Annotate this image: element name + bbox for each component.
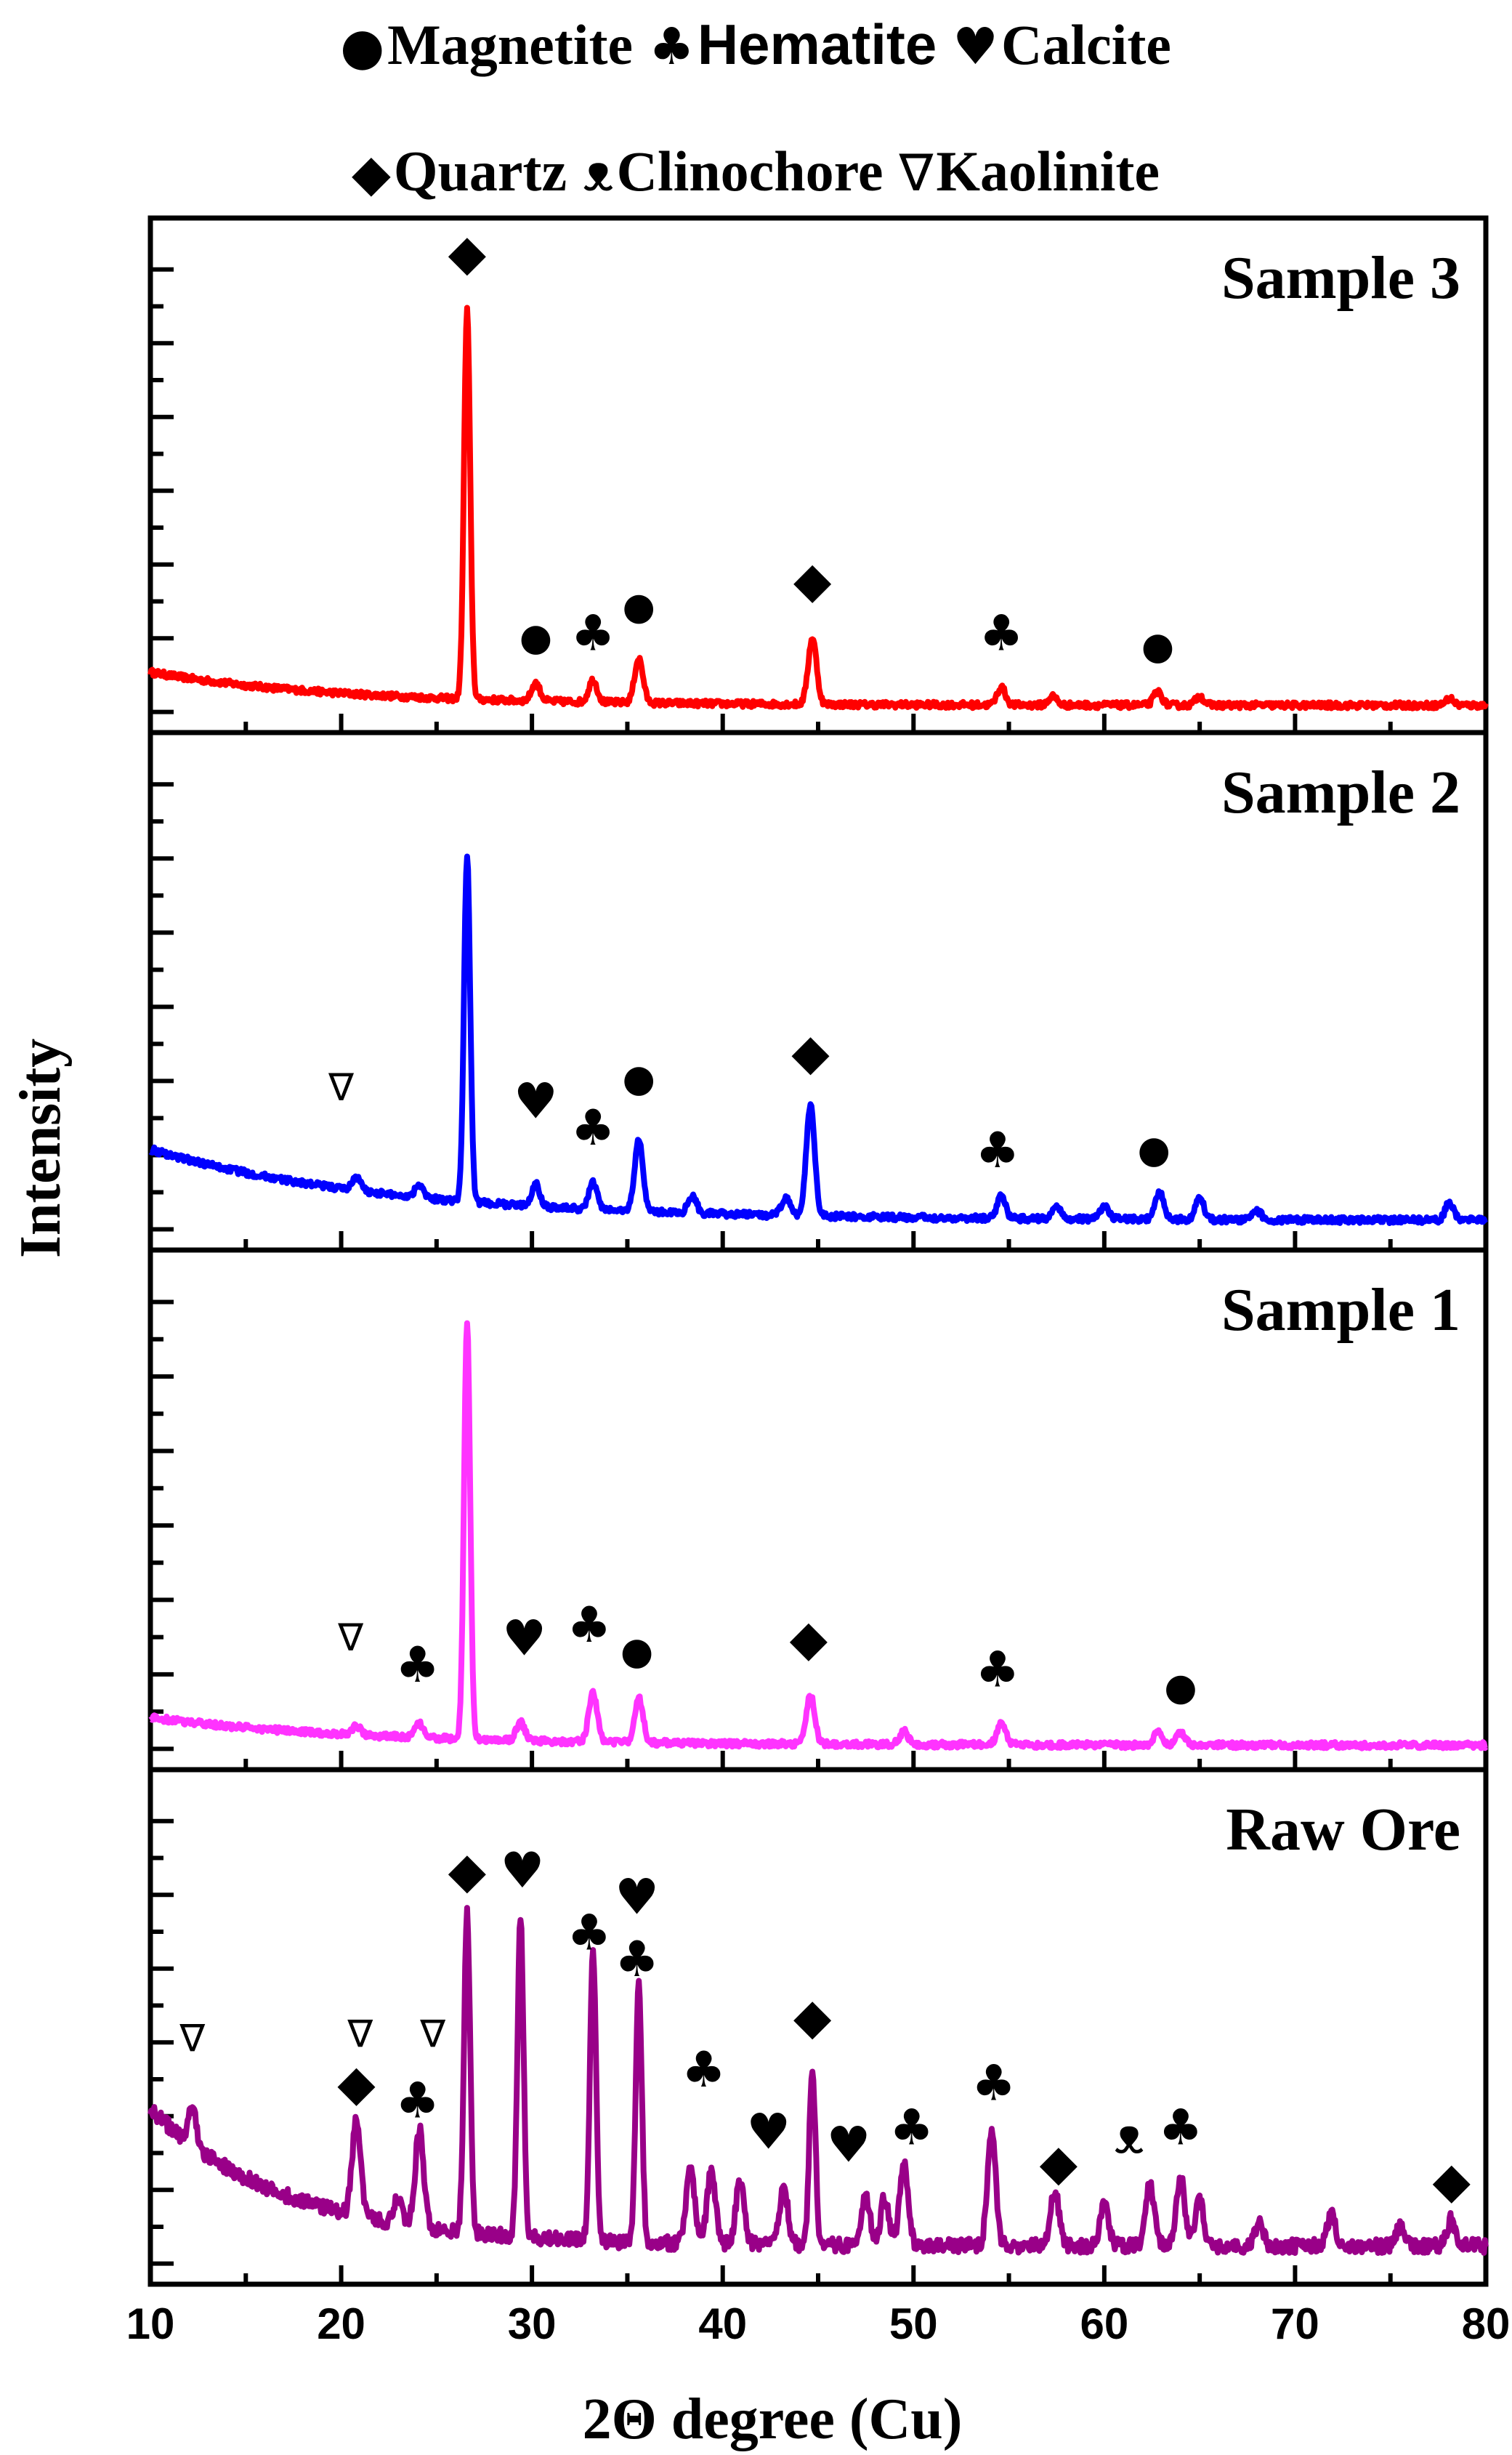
peak-marker: ∇ <box>419 2012 445 2056</box>
peak-marker: ♣ <box>571 1100 615 1157</box>
peak-marker: ∇ <box>347 2012 373 2056</box>
x-tick-label: 70 <box>1271 2299 1319 2348</box>
peak-marker: ∇ <box>337 1616 363 1660</box>
peak-marker: ● <box>620 1630 653 1674</box>
xrd-pattern-line <box>148 1320 1489 1751</box>
x-axis-label: 2Θ degree (Cu) <box>583 2387 963 2451</box>
peak-marker: ♣ <box>571 605 615 662</box>
peak-marker: ♥ <box>514 1073 558 1130</box>
legend-label: Clinochore <box>617 140 884 203</box>
legend-label: Kaolinite <box>936 140 1160 203</box>
xrd-pattern-line <box>147 1905 1489 2256</box>
panel-label: Sample 3 <box>1221 244 1460 312</box>
legend-label: Hematite <box>698 12 937 76</box>
peak-marker: ◆ <box>791 1024 830 1081</box>
peak-marker: ♣ <box>395 2073 440 2130</box>
panel-label: Sample 1 <box>1221 1276 1460 1344</box>
panel-label: Raw Ore <box>1226 1796 1460 1863</box>
peak-marker: ♣ <box>682 2041 726 2099</box>
peak-marker: ♣ <box>971 2055 1016 2112</box>
peak-marker: ♣ <box>615 1931 659 1988</box>
legend-symbol: ᴥ <box>583 143 614 203</box>
peak-marker: ♥ <box>502 1610 546 1667</box>
x-tick-label: 30 <box>508 2299 557 2348</box>
peak-marker: ♣ <box>979 605 1024 662</box>
peak-marker: ♣ <box>889 2099 934 2156</box>
panel-sample-1: ∇ ♣ ♥ ♣ ● ◆♣ ●Sample 1 <box>147 1247 1489 1773</box>
legend-label: Calcite <box>1001 13 1171 76</box>
chart-panels: ◆● ♣ ● ◆♣ ●Sample 3∇ ♥ ♣● ◆♣ ●Sample 2∇ ♣ ♥ ♣ ● ◆♣ ●Sa… <box>147 215 1489 2287</box>
panel-label: Sample 2 <box>1221 759 1460 826</box>
peak-marker: ♥ <box>615 1869 659 1927</box>
peak-marker: ♥ <box>827 2117 871 2174</box>
legend-symbol: ● <box>340 17 384 76</box>
x-tick-label: 80 <box>1462 2299 1511 2348</box>
peak-marker: ● <box>520 616 552 659</box>
peak-marker: ◆ <box>1040 2134 1078 2192</box>
peak-marker: ● <box>622 1057 655 1101</box>
panel-raw-ore: ∇ ∇ ∇◆ ♣◆ ♥♣♥♣♣◆♥ ♥ ♣♣◆ ᴥ ♣◆Raw Ore <box>147 1767 1489 2287</box>
legend: ●Magnetite ♣Hematite ♥Calcite ◆Quartz ᴥClino… <box>340 12 1171 203</box>
peak-marker: ● <box>1141 625 1174 669</box>
panel-sample-3: ◆● ♣ ● ◆♣ ●Sample 3 <box>147 215 1489 735</box>
xrd-pattern-line <box>147 305 1489 711</box>
legend-label: Magnetite <box>387 13 633 76</box>
peak-marker: ◆ <box>790 1610 828 1667</box>
peak-marker: ♣ <box>567 1904 611 1962</box>
x-axis: 10 20 30 40 50 60 70 80 <box>126 2299 1511 2348</box>
peak-marker: ∇ <box>328 1066 354 1110</box>
x-tick-label: 20 <box>317 2299 365 2348</box>
peak-marker: ● <box>1164 1666 1197 1709</box>
peak-marker: ♣ <box>395 1637 440 1694</box>
x-tick-label: 60 <box>1080 2299 1128 2348</box>
peak-marker: ● <box>1137 1129 1170 1172</box>
x-tick-label: 50 <box>889 2299 938 2348</box>
legend-label: Quartz <box>394 140 567 203</box>
y-axis-label: Intensity <box>9 1039 73 1258</box>
legend-row: ●Magnetite ♣Hematite ♥Calcite <box>340 12 1171 76</box>
peak-marker: ♣ <box>567 1597 611 1654</box>
peak-marker: ◆ <box>793 1988 832 2046</box>
peak-marker: ◆ <box>448 225 487 282</box>
peak-marker: ◆ <box>448 1842 487 1900</box>
panel-sample-2: ∇ ♥ ♣● ◆♣ ●Sample 2 <box>147 730 1489 1253</box>
x-tick-label: 40 <box>698 2299 747 2348</box>
xrd-pattern-line <box>148 853 1488 1226</box>
legend-symbol: ∇ <box>899 143 934 203</box>
legend-symbol: ♣ <box>649 17 695 76</box>
peak-marker: ◆ <box>337 2055 376 2112</box>
peak-marker: ♣ <box>975 1641 1019 1698</box>
peak-marker: ᴥ <box>1114 2108 1144 2165</box>
peak-marker: ◆ <box>793 552 832 609</box>
peak-marker: ♥ <box>746 2103 791 2161</box>
peak-marker: ♣ <box>1158 2099 1202 2156</box>
peak-marker: ∇ <box>179 2017 205 2060</box>
x-tick-label: 10 <box>126 2299 175 2348</box>
legend-row: ◆Quartz ᴥClinochore ∇Kaolinite <box>352 140 1160 203</box>
peak-marker: ♥ <box>501 1842 545 1900</box>
legend-symbol: ♥ <box>953 17 998 76</box>
peak-marker: ◆ <box>1433 2152 1471 2209</box>
legend-symbol: ◆ <box>352 143 391 203</box>
peak-marker: ● <box>622 585 655 629</box>
peak-marker: ♣ <box>975 1122 1019 1180</box>
